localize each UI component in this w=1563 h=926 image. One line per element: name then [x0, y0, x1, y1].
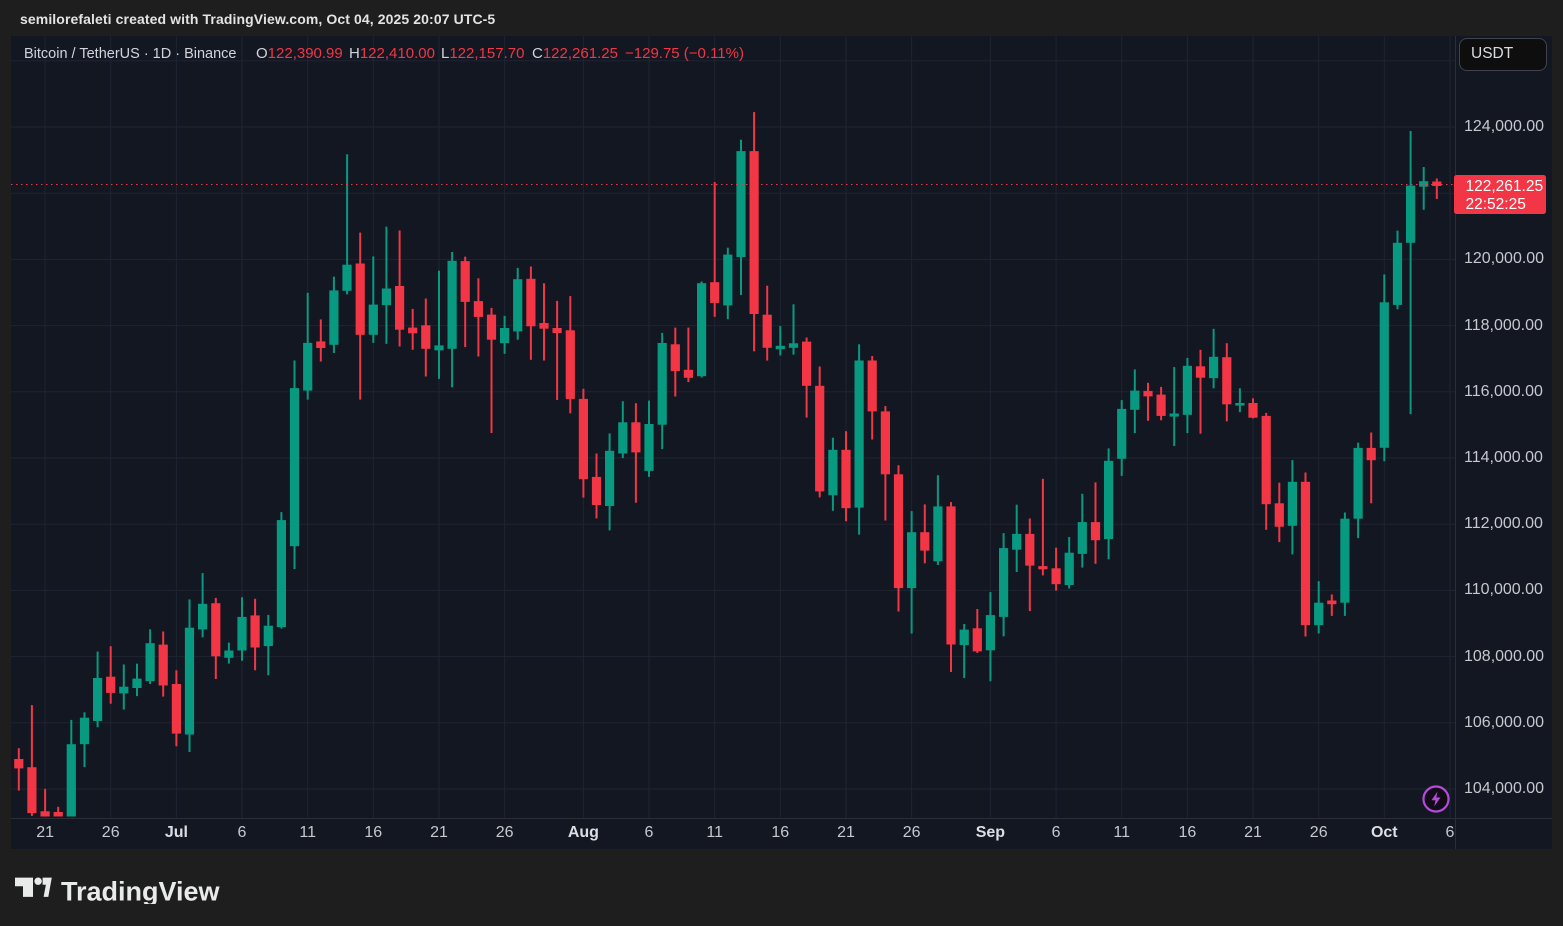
svg-text:TradingView: TradingView — [61, 876, 221, 904]
